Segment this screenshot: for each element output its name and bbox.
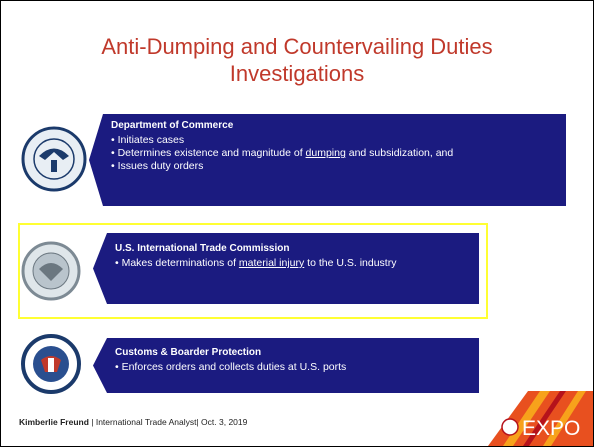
seal	[21, 126, 87, 192]
bullet-text: Determines existence and magnitude of	[117, 147, 306, 159]
slide-title: Anti-Dumping and Countervailing Duties I…	[101, 34, 493, 86]
panel: U.S. International Trade Commission Make…	[93, 233, 479, 304]
logo: EXPO	[488, 391, 593, 446]
panel: Department of Commerce Initiates casesDe…	[89, 114, 566, 206]
footer-text: | International Trade Analyst| Oct. 3, 2…	[88, 417, 248, 427]
highlight-box	[18, 223, 488, 319]
bullet: Initiates cases	[111, 134, 556, 147]
logo-text: EXPO	[522, 417, 580, 440]
bullet-list: Initiates casesDetermines existence and …	[111, 134, 556, 173]
bullet: Issues duty orders	[111, 160, 556, 173]
panel-heading: U.S. International Trade Commission	[115, 243, 290, 254]
bullet-text: Makes determinations of	[121, 257, 239, 269]
bullet-text: Enforces orders and collects duties at U…	[121, 361, 347, 373]
footer: Kimberlie Freund | International Trade A…	[19, 417, 247, 427]
bullet-text: and subsidization, and	[345, 147, 454, 159]
bullet-text: to the U.S. industry	[304, 257, 397, 269]
underlined-term: dumping	[305, 147, 346, 159]
panel-heading: Customs & Boarder Protection	[115, 347, 262, 358]
footer-name: Kimberlie Freund	[19, 417, 89, 427]
bullet: Enforces orders and collects duties at U…	[115, 361, 469, 374]
bullet-text: Issues duty orders	[117, 160, 204, 172]
panel-heading: Department of Commerce	[111, 120, 234, 131]
bullet-list: Enforces orders and collects duties at U…	[115, 361, 469, 374]
bullet: Makes determinations of material injury …	[115, 257, 469, 270]
bullet-text: Initiates cases	[117, 134, 185, 146]
seal	[21, 334, 81, 394]
panel: Customs & Boarder Protection Enforces or…	[93, 338, 479, 393]
bullet: Determines existence and magnitude of du…	[111, 147, 556, 160]
seal	[21, 241, 81, 301]
underlined-term: material injury	[238, 257, 305, 269]
bullet-list: Makes determinations of material injury …	[115, 257, 469, 270]
